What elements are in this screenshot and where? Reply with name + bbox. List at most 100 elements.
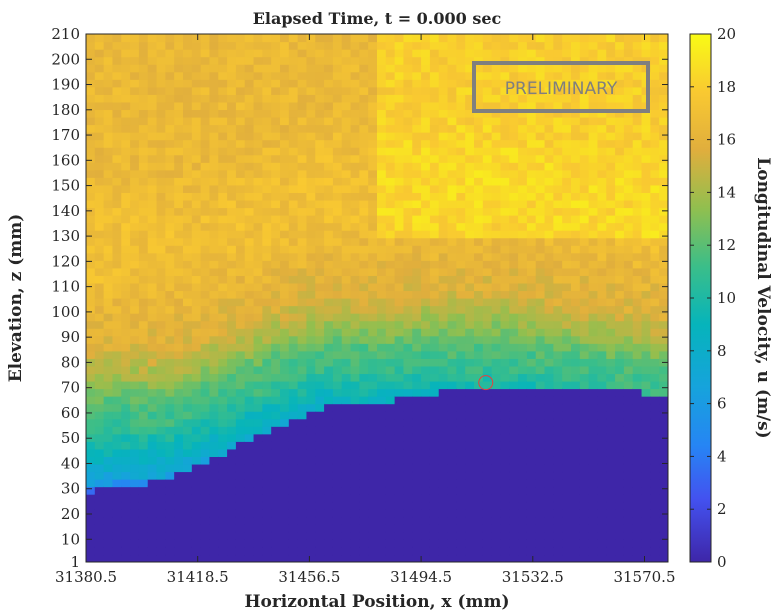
heatmap-cell xyxy=(280,184,290,193)
heatmap-cell xyxy=(377,335,387,344)
heatmap-cell xyxy=(535,79,546,88)
heatmap-cell xyxy=(641,116,651,126)
heatmap-cell xyxy=(368,192,378,201)
heatmap-cell xyxy=(641,328,651,337)
heatmap-cell xyxy=(447,298,457,307)
heatmap-cell xyxy=(235,116,246,126)
heatmap-cell xyxy=(385,56,396,65)
heatmap-cell xyxy=(112,56,122,65)
heatmap-cell xyxy=(271,230,281,239)
heatmap-cell xyxy=(597,237,607,246)
heatmap-cell xyxy=(579,358,590,367)
heatmap-cell xyxy=(315,365,325,375)
heatmap-cell xyxy=(421,237,431,246)
heatmap-cell xyxy=(227,86,237,95)
heatmap-cell xyxy=(544,116,554,126)
heatmap-cell xyxy=(368,79,378,88)
heatmap-cell xyxy=(262,380,272,390)
heatmap-cell xyxy=(632,433,643,442)
heatmap-cell xyxy=(315,154,325,163)
heatmap-cell xyxy=(218,343,228,352)
heatmap-cell xyxy=(385,267,396,276)
heatmap-cell xyxy=(544,456,554,465)
heatmap-cell xyxy=(588,539,599,548)
heatmap-cell xyxy=(509,282,519,292)
heatmap-cell xyxy=(641,486,651,495)
heatmap-cell xyxy=(94,426,105,435)
heatmap-cell xyxy=(421,531,431,540)
heatmap-cell xyxy=(650,139,660,148)
y-tick-label: 1 xyxy=(70,553,80,571)
heatmap-cell xyxy=(447,192,457,201)
heatmap-cell xyxy=(86,403,96,412)
heatmap-cell xyxy=(456,373,466,382)
heatmap-cell xyxy=(659,456,668,465)
heatmap-cell xyxy=(368,426,378,435)
heatmap-cell xyxy=(174,539,184,548)
heatmap-cell xyxy=(553,350,563,359)
heatmap-cell xyxy=(518,230,528,239)
heatmap-cell xyxy=(518,222,528,231)
heatmap-cell xyxy=(544,260,554,269)
heatmap-cell xyxy=(518,34,528,43)
heatmap-cell xyxy=(138,207,149,216)
heatmap-cell xyxy=(562,177,572,186)
heatmap-cell xyxy=(174,169,184,178)
heatmap-cell xyxy=(121,109,131,118)
heatmap-cell xyxy=(350,215,360,224)
heatmap-cell xyxy=(332,418,343,427)
heatmap-cell xyxy=(130,260,140,269)
heatmap-cell xyxy=(509,335,519,344)
heatmap-cell xyxy=(571,486,581,495)
heatmap-cell xyxy=(253,494,263,503)
heatmap-cell xyxy=(394,116,405,126)
heatmap-cell xyxy=(315,124,325,133)
heatmap-cell xyxy=(244,524,255,533)
heatmap-cell xyxy=(447,441,457,450)
heatmap-cell xyxy=(288,343,299,352)
heatmap-cell xyxy=(94,162,105,171)
heatmap-cell xyxy=(147,215,158,224)
heatmap-cell xyxy=(509,313,519,322)
heatmap-cell xyxy=(209,501,219,510)
heatmap-cell xyxy=(174,184,184,193)
heatmap-cell xyxy=(280,162,290,171)
heatmap-cell xyxy=(244,154,255,163)
heatmap-cell xyxy=(509,56,519,65)
heatmap-cell xyxy=(315,403,325,412)
heatmap-cell xyxy=(253,403,263,412)
heatmap-cell xyxy=(650,101,660,111)
heatmap-cell xyxy=(218,509,228,518)
heatmap-cell xyxy=(500,215,510,224)
heatmap-cell xyxy=(385,245,396,254)
heatmap-cell xyxy=(174,79,184,88)
colorbar-tick-label: 8 xyxy=(717,342,727,360)
heatmap-cell xyxy=(280,358,290,367)
heatmap-cell xyxy=(156,41,166,50)
heatmap-cell xyxy=(500,147,510,156)
heatmap-cell xyxy=(191,290,202,299)
heatmap-cell xyxy=(218,267,228,276)
heatmap-cell xyxy=(359,49,369,58)
heatmap-cell xyxy=(271,471,281,480)
heatmap-cell xyxy=(315,298,325,307)
heatmap-cell xyxy=(350,184,360,193)
heatmap-cell xyxy=(368,71,378,80)
heatmap-cell xyxy=(615,456,625,465)
heatmap-cell xyxy=(615,207,625,216)
heatmap-cell xyxy=(385,426,396,435)
heatmap-cell xyxy=(474,531,484,540)
heatmap-cell xyxy=(359,403,369,412)
heatmap-cell xyxy=(262,109,272,118)
heatmap-cell xyxy=(491,34,502,43)
heatmap-cell xyxy=(227,282,237,292)
heatmap-cell xyxy=(183,245,193,254)
heatmap-cell xyxy=(659,554,668,562)
heatmap-cell xyxy=(482,116,493,126)
heatmap-cell xyxy=(447,479,457,488)
heatmap-cell xyxy=(571,162,581,171)
heatmap-cell xyxy=(271,501,281,510)
heatmap-cell xyxy=(394,260,405,269)
heatmap-cell xyxy=(456,245,466,254)
heatmap-cell xyxy=(130,109,140,118)
